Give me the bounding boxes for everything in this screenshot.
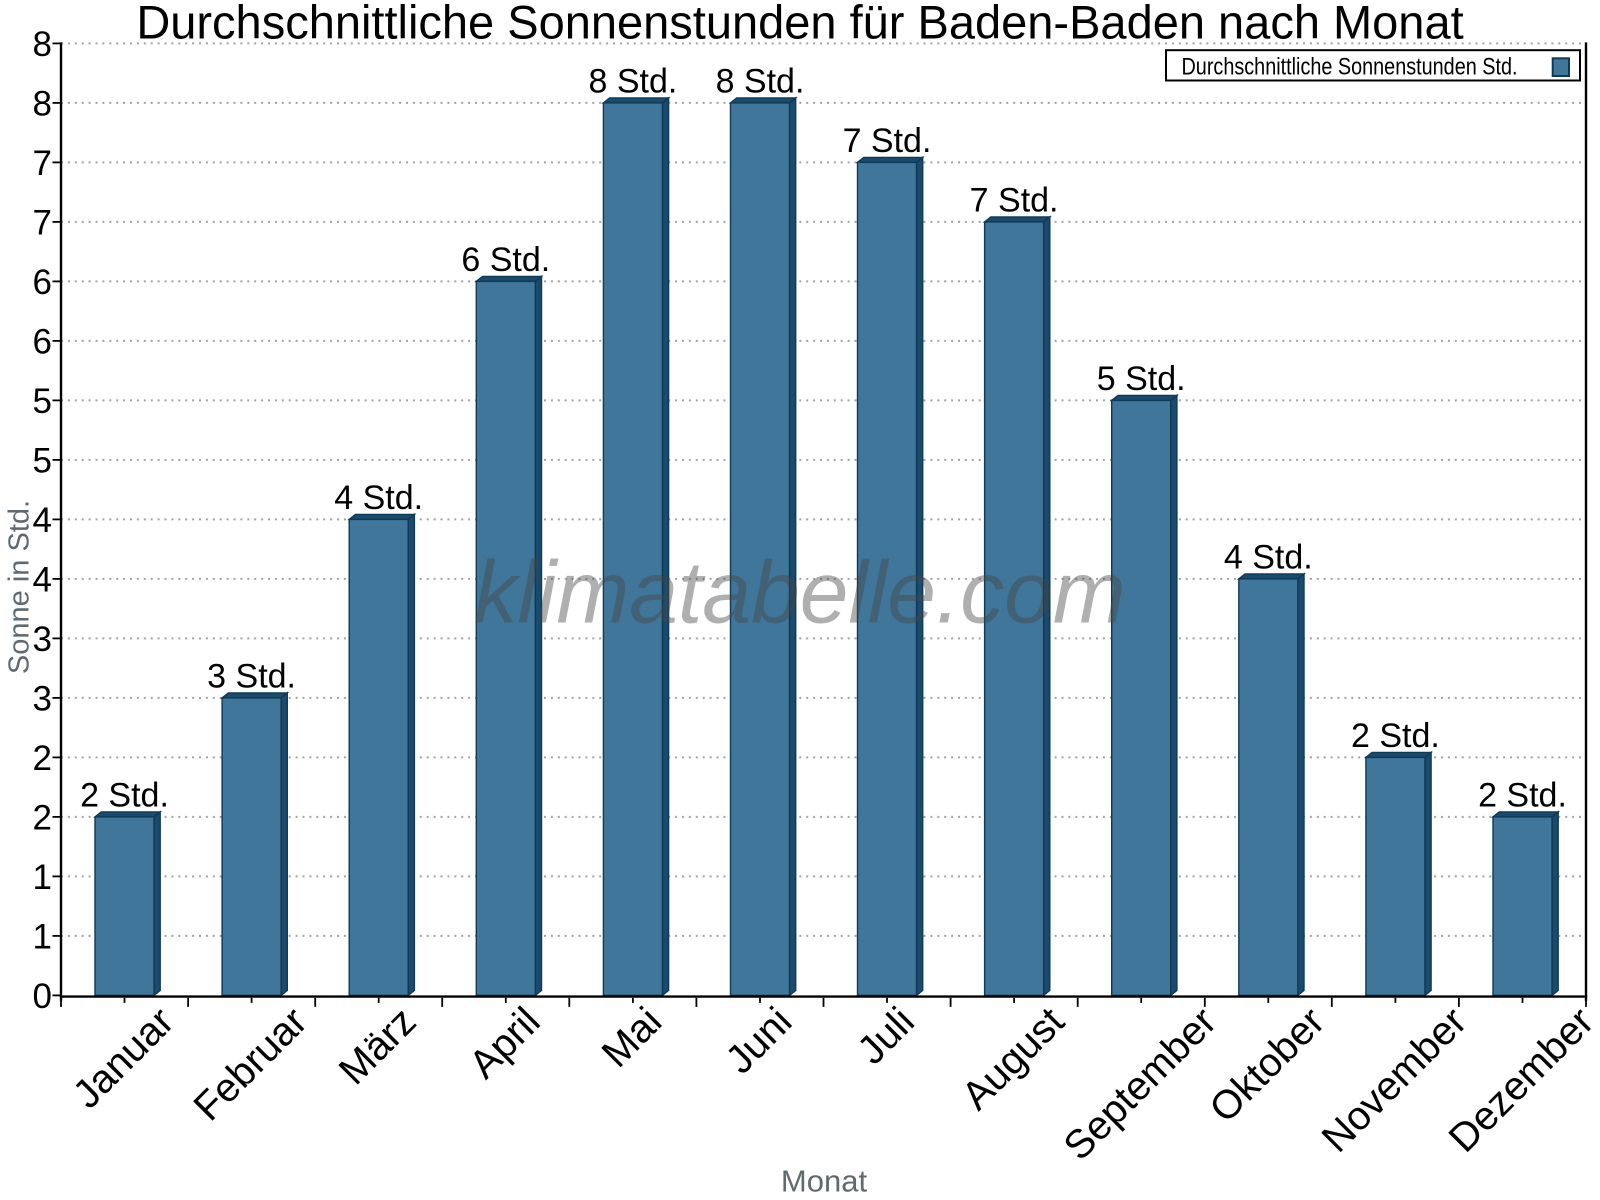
svg-text:4: 4	[33, 561, 52, 600]
svg-text:8: 8	[33, 85, 52, 124]
svg-text:7: 7	[33, 204, 52, 243]
svg-text:8 Std.: 8 Std.	[588, 62, 677, 100]
svg-text:klimatabelle.com: klimatabelle.com	[474, 543, 1126, 642]
svg-text:4 Std.: 4 Std.	[1224, 538, 1313, 576]
svg-text:0: 0	[33, 977, 52, 1016]
svg-text:1: 1	[33, 918, 52, 957]
svg-text:5 Std.: 5 Std.	[1097, 360, 1186, 398]
svg-text:2 Std.: 2 Std.	[1478, 776, 1567, 814]
svg-text:2 Std.: 2 Std.	[80, 776, 169, 814]
svg-text:5: 5	[33, 382, 52, 421]
svg-text:Monat: Monat	[781, 1164, 868, 1199]
svg-text:3: 3	[33, 680, 52, 719]
svg-text:6: 6	[33, 263, 52, 302]
svg-text:Sonne in Std.: Sonne in Std.	[4, 500, 36, 674]
svg-text:6 Std.: 6 Std.	[461, 241, 550, 279]
svg-text:2: 2	[33, 799, 52, 838]
svg-text:1: 1	[33, 858, 52, 897]
svg-text:Durchschnittliche Sonnenstunde: Durchschnittliche Sonnenstunden für Bade…	[136, 0, 1463, 49]
svg-text:3 Std.: 3 Std.	[207, 657, 296, 695]
svg-text:4: 4	[33, 501, 52, 540]
svg-text:8 Std.: 8 Std.	[716, 62, 805, 100]
svg-text:5: 5	[33, 442, 52, 481]
svg-text:Durchschnittliche Sonnenstunde: Durchschnittliche Sonnenstunden Std.	[1182, 54, 1518, 81]
svg-text:2 Std.: 2 Std.	[1351, 717, 1440, 755]
svg-text:3: 3	[33, 620, 52, 659]
svg-text:4 Std.: 4 Std.	[334, 479, 423, 517]
svg-text:8: 8	[33, 25, 52, 64]
svg-text:6: 6	[33, 323, 52, 362]
svg-text:7 Std.: 7 Std.	[843, 122, 932, 160]
svg-text:2: 2	[33, 739, 52, 778]
svg-text:7 Std.: 7 Std.	[970, 181, 1059, 219]
svg-text:7: 7	[33, 144, 52, 183]
